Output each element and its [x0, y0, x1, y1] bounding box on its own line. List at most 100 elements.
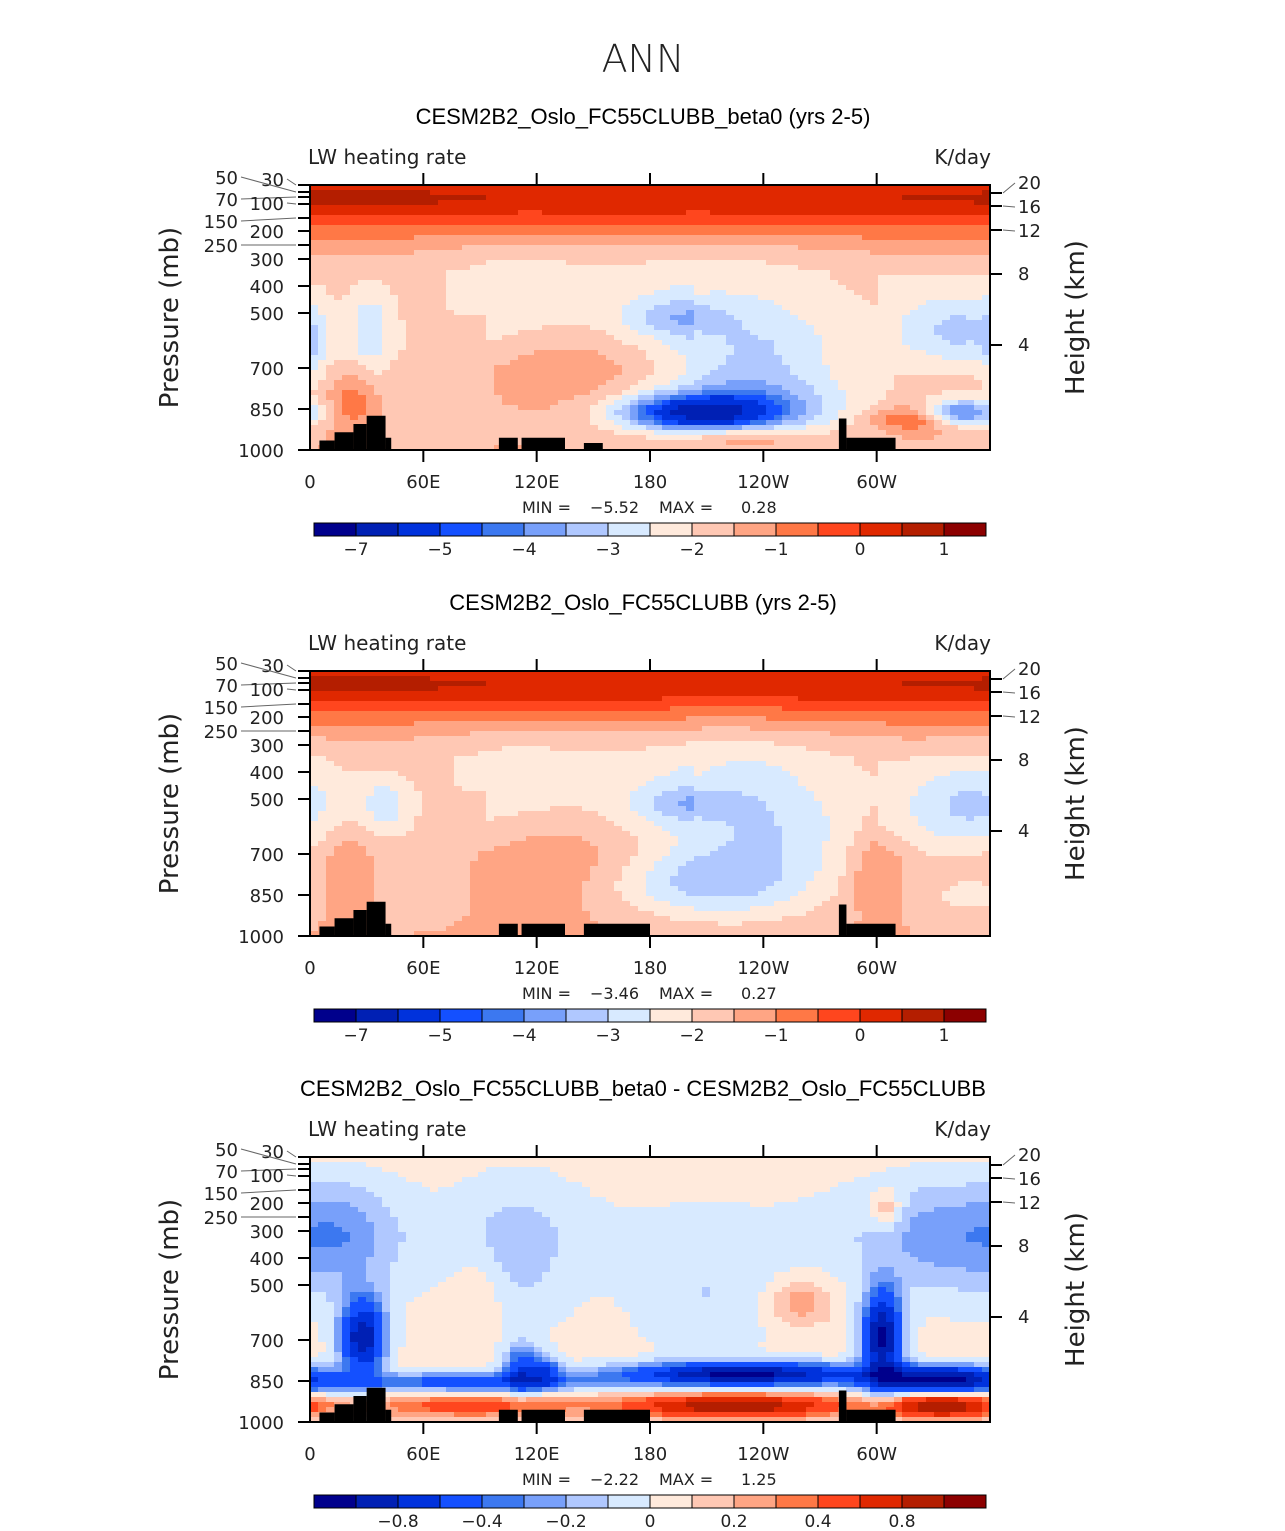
figure-title: ANN	[602, 37, 685, 81]
contour-cell	[326, 876, 335, 882]
contour-cell	[670, 260, 679, 266]
contour-cell	[910, 345, 919, 351]
contour-cell	[454, 185, 463, 191]
contour-cell	[862, 340, 871, 346]
contour-cell	[422, 215, 431, 221]
contour-cell	[406, 345, 415, 351]
contour-cell	[382, 365, 391, 371]
contour-cell	[470, 345, 479, 351]
contour-cell	[718, 255, 727, 261]
contour-cell	[598, 335, 607, 341]
contour-cell	[494, 355, 503, 361]
contour-cell	[310, 425, 319, 431]
contour-cell	[430, 205, 439, 211]
contour-cell	[870, 340, 879, 346]
contour-cell	[942, 330, 951, 336]
contour-cell	[894, 305, 903, 311]
contour-cell	[382, 185, 391, 191]
contour-cell	[494, 395, 503, 401]
contour-cell	[534, 205, 543, 211]
contour-cell	[902, 190, 911, 196]
contour-cell	[798, 210, 807, 216]
contour-cell	[670, 335, 679, 341]
contour-cell	[878, 225, 887, 231]
contour-cell	[366, 280, 375, 286]
contour-cell	[454, 210, 463, 216]
contour-cell	[350, 866, 359, 872]
contour-cell	[510, 220, 519, 226]
contour-cell	[318, 280, 327, 286]
contour-cell	[542, 360, 551, 366]
contour-cell	[318, 240, 327, 246]
contour-cell	[326, 671, 335, 677]
contour-cell	[926, 330, 935, 336]
contour-cell	[446, 320, 455, 326]
contour-cell	[310, 851, 319, 857]
contour-cell	[974, 255, 983, 261]
contour-cell	[422, 385, 431, 391]
contour-cell	[382, 270, 391, 276]
contour-cell	[534, 420, 543, 426]
contour-cell	[790, 195, 799, 201]
contour-cell	[702, 355, 711, 361]
contour-cell	[934, 425, 943, 431]
contour-cell	[566, 330, 575, 336]
contour-cell	[894, 195, 903, 201]
contour-cell	[870, 375, 879, 381]
contour-cell	[446, 225, 455, 231]
contour-cell	[734, 185, 743, 191]
contour-cell	[486, 190, 495, 196]
contour-cell	[766, 435, 775, 441]
contour-cell	[982, 420, 991, 426]
contour-cell	[710, 185, 719, 191]
contour-cell	[966, 320, 975, 326]
contour-cell	[678, 335, 687, 341]
contour-cell	[982, 250, 991, 256]
contour-cell	[982, 430, 991, 436]
contour-cell	[926, 220, 935, 226]
contour-cell	[918, 430, 927, 436]
contour-cell	[734, 385, 743, 391]
contour-cell	[534, 410, 543, 416]
contour-cell	[654, 265, 663, 271]
contour-cell	[654, 405, 663, 411]
contour-cell	[510, 355, 519, 361]
contour-cell	[598, 220, 607, 226]
contour-cell	[334, 866, 343, 872]
contour-cell	[358, 260, 367, 266]
contour-cell	[886, 340, 895, 346]
contour-cell	[518, 185, 527, 191]
contour-cell	[526, 410, 535, 416]
contour-cell	[470, 430, 479, 436]
contour-cell	[702, 250, 711, 256]
contour-cell	[902, 425, 911, 431]
contour-cell	[518, 320, 527, 326]
contour-cell	[462, 335, 471, 341]
contour-cell	[974, 320, 983, 326]
contour-cell	[486, 305, 495, 311]
contour-cell	[782, 230, 791, 236]
contour-cell	[630, 240, 639, 246]
contour-cell	[926, 425, 935, 431]
contour-cell	[638, 215, 647, 221]
contour-cell	[662, 330, 671, 336]
contour-cell	[710, 370, 719, 376]
contour-cell	[318, 681, 327, 687]
contour-cell	[966, 220, 975, 226]
contour-cell	[654, 435, 663, 441]
contour-cell	[422, 395, 431, 401]
contour-cell	[318, 846, 327, 852]
contour-cell	[814, 440, 823, 446]
contour-cell	[454, 315, 463, 321]
contour-cell	[566, 430, 575, 436]
contour-cell	[742, 410, 751, 416]
contour-cell	[878, 410, 887, 416]
contour-cell	[758, 385, 767, 391]
contour-cell	[574, 290, 583, 296]
contour-cell	[750, 210, 759, 216]
contour-cell	[958, 325, 967, 331]
contour-cell	[590, 340, 599, 346]
topography	[334, 432, 354, 450]
contour-cell	[766, 260, 775, 266]
contour-cell	[342, 360, 351, 366]
